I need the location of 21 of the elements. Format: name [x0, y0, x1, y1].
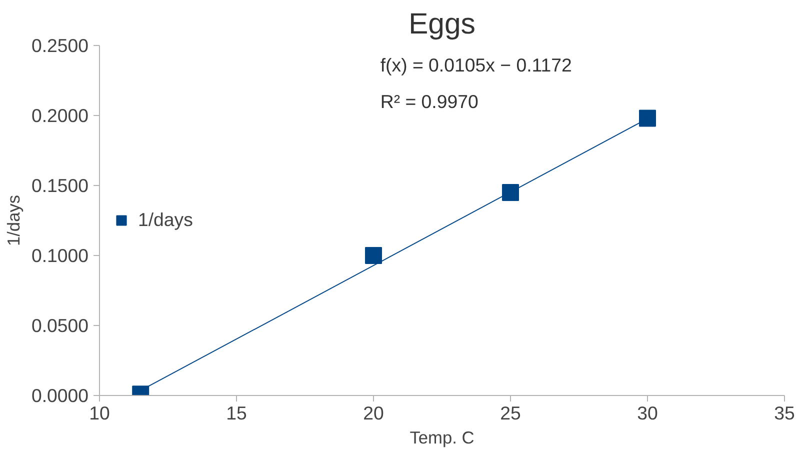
x-tick-label: 30 — [637, 402, 658, 424]
x-tick-label: 35 — [774, 402, 795, 424]
y-tick-label: 0.0500 — [31, 315, 88, 336]
annotation: f(x) = 0.0105x − 0.1172 — [380, 54, 572, 76]
point — [502, 184, 519, 201]
x-tick-label: 15 — [226, 402, 247, 424]
point — [365, 247, 382, 264]
y-tick-label: 0.0000 — [31, 385, 88, 406]
x-axis-title: Temp. C — [410, 428, 474, 448]
y-tick-label: 0.1500 — [31, 175, 88, 196]
point — [639, 110, 656, 127]
y-tick-label: 0.2000 — [31, 105, 88, 126]
chart-title: Eggs — [408, 8, 476, 40]
legend-label: 1/days — [138, 209, 193, 231]
x-tick-label: 25 — [500, 402, 521, 424]
x-tick-label: 20 — [363, 402, 384, 424]
y-axis-title: 1/days — [3, 194, 24, 246]
y-tick-label: 0.2500 — [31, 35, 88, 56]
x-tick-label: 10 — [89, 402, 110, 424]
annotation: R² = 0.9970 — [380, 91, 478, 112]
y-tick-label: 0.1000 — [31, 245, 88, 266]
